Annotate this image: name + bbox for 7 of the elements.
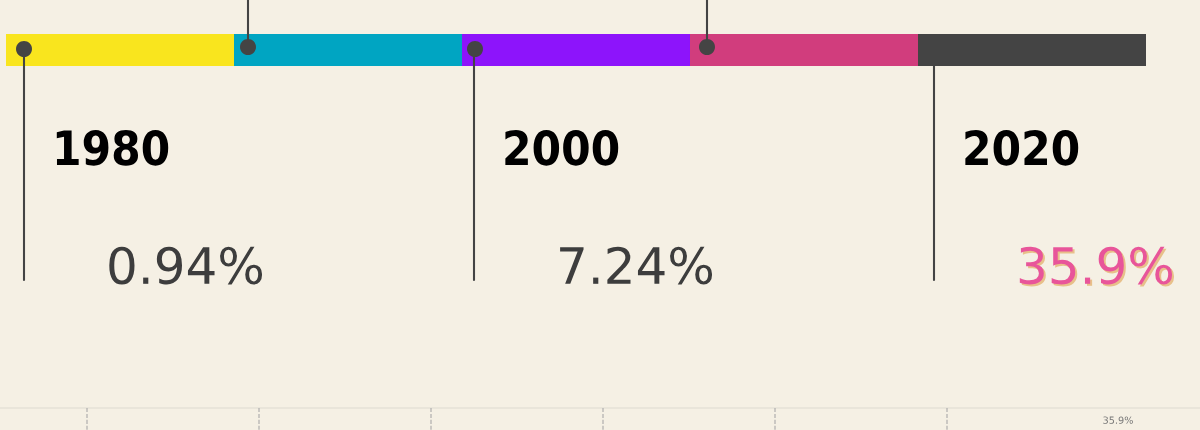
data-label: 35.9%	[1019, 246, 1173, 285]
category-label: 1980	[56, 129, 169, 166]
data-label: 7.24%	[560, 246, 713, 285]
category-label: 2000	[505, 129, 619, 166]
data-label: 0.94%	[109, 246, 263, 285]
text: 35.9%	[1103, 416, 1133, 424]
category-label: 2020	[965, 129, 1079, 166]
